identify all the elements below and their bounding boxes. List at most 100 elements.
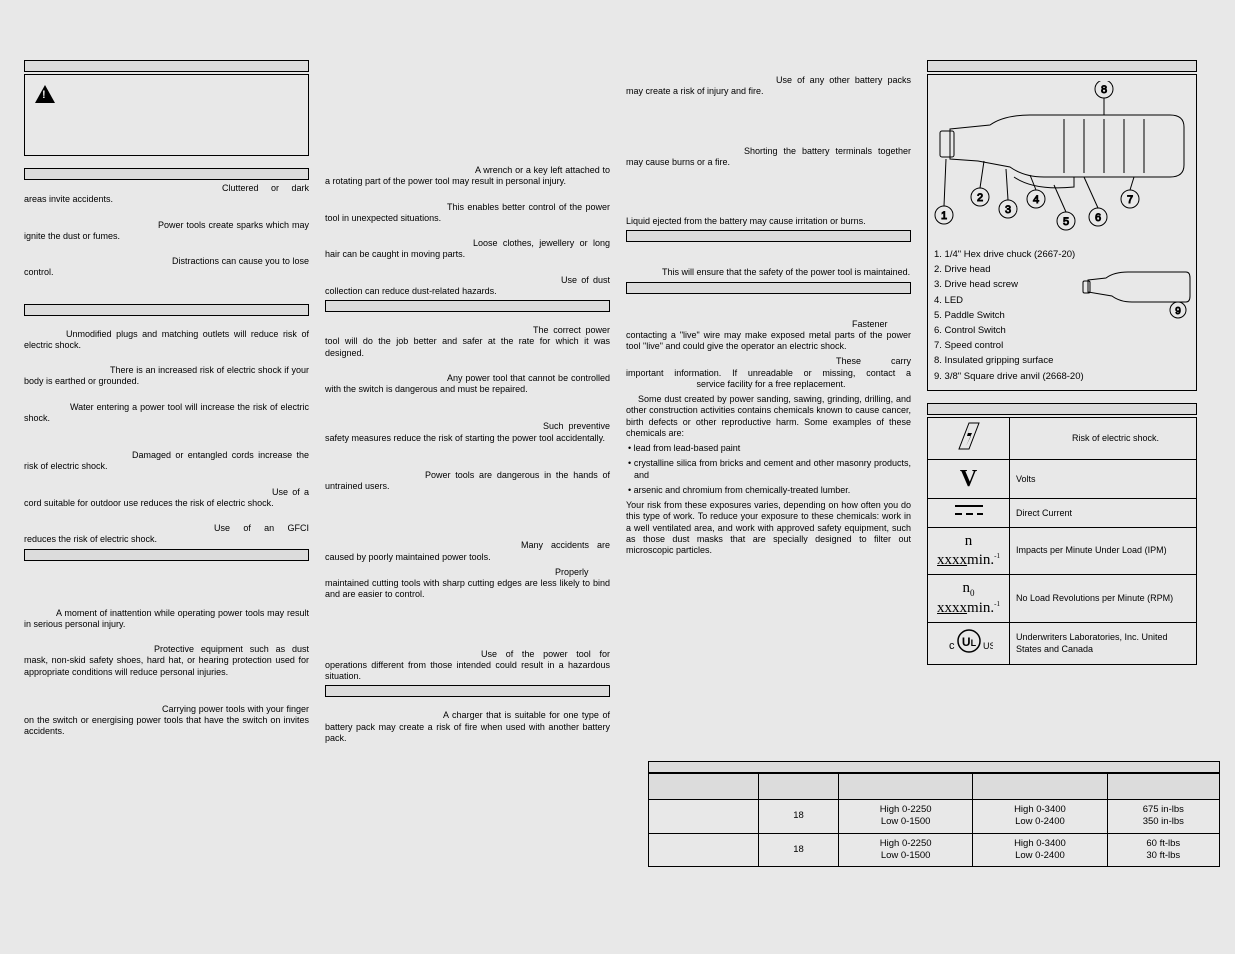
- symbol-description: Impacts per Minute Under Load (IPM): [1010, 528, 1197, 575]
- svg-text:7: 7: [1127, 194, 1133, 206]
- cell: 18: [759, 833, 839, 867]
- svg-text:4: 4: [1033, 194, 1039, 206]
- table-row: Risk of electric shock.: [928, 417, 1197, 460]
- body-text: Liquid ejected from the battery may caus…: [626, 216, 911, 227]
- symbol-description: Volts: [1010, 460, 1197, 499]
- body-text: Use of an GFCI reduces the risk of elect…: [24, 523, 309, 546]
- manual-page: Cluttered or dark areas invite accidents…: [24, 60, 1211, 745]
- body-text: There is an increased risk of electric s…: [24, 365, 309, 388]
- body-text: Water entering a power tool will increas…: [24, 402, 309, 425]
- column-header: [759, 774, 839, 800]
- cell: High 0-2250Low 0-1500: [839, 800, 973, 834]
- table-row: cULUS Underwriters Laboratories, Inc. Un…: [928, 622, 1197, 665]
- symbol-description: Underwriters Laboratories, Inc. United S…: [1010, 622, 1197, 665]
- cell: 18: [759, 800, 839, 834]
- subsection-header: [24, 549, 309, 561]
- svg-text:6: 6: [1095, 212, 1101, 224]
- table-row: Direct Current: [928, 499, 1197, 528]
- svg-text:9: 9: [1175, 306, 1181, 317]
- symbol-description: Direct Current: [1010, 499, 1197, 528]
- column-3: Use of any other battery packs may creat…: [626, 60, 911, 745]
- body-text: Use of dust collection can reduce dust-r…: [325, 275, 610, 298]
- body-text: Damaged or entangled cords increase the …: [24, 450, 309, 473]
- tool-illustration: 8 1 2 3 4 5 6 7: [934, 81, 1192, 241]
- body-text: Some dust created by power sanding, sawi…: [626, 394, 911, 439]
- body-text: Power tools create sparks which may igni…: [24, 220, 309, 243]
- column-4: 8 1 2 3 4 5 6 7: [927, 60, 1197, 745]
- body-text: Unmodified plugs and matching outlets wi…: [24, 329, 309, 352]
- legend-item: 9 2. Drive head: [934, 262, 1192, 277]
- column-header: [973, 774, 1107, 800]
- dc-icon: [928, 499, 1010, 528]
- svg-text:5: 5: [1063, 216, 1069, 228]
- symbology-table: Risk of electric shock. V Volts Direct C…: [927, 417, 1197, 666]
- cell: High 0-2250Low 0-1500: [839, 833, 973, 867]
- section-header: [927, 60, 1197, 72]
- svg-text:US: US: [983, 641, 993, 651]
- body-text: Use of the power tool for operations dif…: [325, 649, 610, 683]
- body-text: A moment of inattention while operating …: [24, 608, 309, 631]
- section-header: [24, 60, 309, 72]
- specifications-section: 18 High 0-2250Low 0-1500 High 0-3400Low …: [648, 761, 1220, 867]
- body-text: Carrying power tools with your finger on…: [24, 704, 309, 738]
- warning-icon: [35, 85, 55, 103]
- table-row: V Volts: [928, 460, 1197, 499]
- tool-illustration-secondary: 9: [1082, 262, 1192, 320]
- body-text: Power tools are dangerous in the hands o…: [325, 470, 610, 493]
- column-header: [649, 774, 759, 800]
- table-row: n xxxxmin.-1 Impacts per Minute Under Lo…: [928, 528, 1197, 575]
- section-header: [648, 761, 1220, 773]
- cell: [649, 800, 759, 834]
- legend-item: 7. Speed control: [934, 338, 1192, 353]
- body-text: A wrench or a key left attached to a rot…: [325, 165, 610, 188]
- body-text: The correct power tool will do the job b…: [325, 325, 610, 359]
- subsection-header: [24, 168, 309, 180]
- tool-diagram: 8 1 2 3 4 5 6 7: [927, 74, 1197, 391]
- body-text: Fastener contacting a "live" wire may ma…: [626, 319, 911, 353]
- subsection-header: [325, 300, 610, 312]
- symbol-description: Risk of electric shock.: [1010, 417, 1197, 460]
- rpm-icon: n0 xxxxmin.-1: [928, 574, 1010, 622]
- cell: High 0-3400Low 0-2400: [973, 833, 1107, 867]
- body-text: Many accidents are caused by poorly main…: [325, 540, 610, 563]
- section-header: [927, 403, 1197, 415]
- cell: High 0-3400Low 0-2400: [973, 800, 1107, 834]
- cell: 60 ft-lbs30 ft-lbs: [1107, 833, 1219, 867]
- table-row: 18 High 0-2250Low 0-1500 High 0-3400Low …: [649, 833, 1220, 867]
- body-text: Distractions can cause you to lose contr…: [24, 256, 309, 279]
- table-header-row: [649, 774, 1220, 800]
- cell: [649, 833, 759, 867]
- column-header: [1107, 774, 1219, 800]
- subsection-header: [24, 304, 309, 316]
- svg-text:8: 8: [1101, 84, 1107, 96]
- cell: 675 in-lbs350 in-lbs: [1107, 800, 1219, 834]
- warning-box: [24, 74, 309, 156]
- bullet-item: • arsenic and chromium from chemically-t…: [626, 485, 911, 496]
- table-row: n0 xxxxmin.-1 No Load Revolutions per Mi…: [928, 574, 1197, 622]
- body-text: A charger that is suitable for one type …: [325, 710, 610, 744]
- volts-icon: V: [928, 460, 1010, 499]
- legend-item: 9. 3/8" Square drive anvil (2668-20): [934, 369, 1192, 384]
- table-row: 18 High 0-2250Low 0-1500 High 0-3400Low …: [649, 800, 1220, 834]
- column-1: Cluttered or dark areas invite accidents…: [24, 60, 309, 745]
- body-text: Use of any other battery packs may creat…: [626, 75, 911, 98]
- symbol-description: No Load Revolutions per Minute (RPM): [1010, 574, 1197, 622]
- svg-text:2: 2: [977, 192, 983, 204]
- body-text: Cluttered or dark areas invite accidents…: [24, 183, 309, 206]
- legend-item: 1. 1/4" Hex drive chuck (2667-20): [934, 247, 1192, 262]
- bullet-item: • lead from lead-based paint: [626, 443, 911, 454]
- svg-text:c: c: [949, 640, 955, 652]
- body-text: Loose clothes, jewellery or long hair ca…: [325, 238, 610, 261]
- ipm-icon: n xxxxmin.-1: [928, 528, 1010, 575]
- lightning-icon: [928, 417, 1010, 460]
- svg-text:3: 3: [1005, 204, 1011, 216]
- legend-item: 8. Insulated gripping surface: [934, 353, 1192, 368]
- subsection-header: [325, 685, 610, 697]
- body-text: Such preventive safety measures reduce t…: [325, 421, 610, 444]
- specifications-table: 18 High 0-2250Low 0-1500 High 0-3400Low …: [648, 773, 1220, 867]
- body-text: This enables better control of the power…: [325, 202, 610, 225]
- column-header: [839, 774, 973, 800]
- body-text: Your risk from these exposures varies, d…: [626, 500, 911, 556]
- subsection-header: [626, 282, 911, 294]
- body-text: Use of a cord suitable for outdoor use r…: [24, 487, 309, 510]
